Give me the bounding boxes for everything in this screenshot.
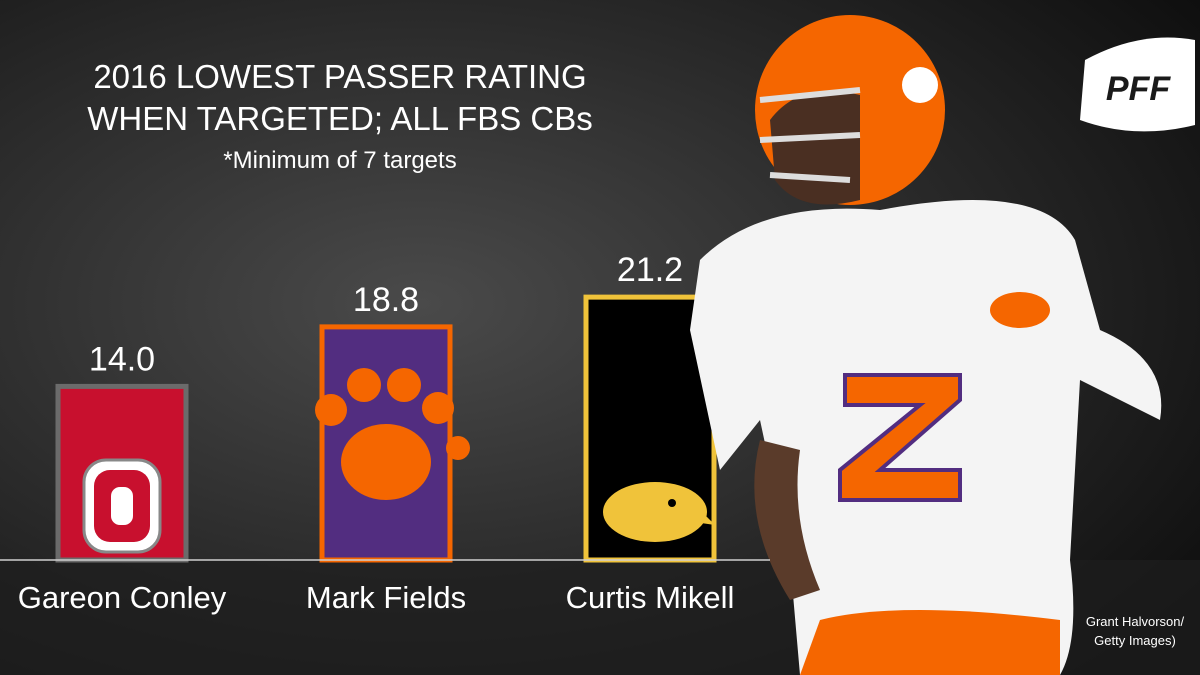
x-tick-label: Mark Fields — [306, 580, 466, 615]
value-label: 14.0 — [89, 340, 155, 378]
team-logo — [315, 394, 347, 426]
logo: PFF — [1080, 37, 1195, 132]
player-photo — [690, 15, 1162, 675]
value-label: 18.8 — [353, 281, 419, 319]
team-logo — [422, 392, 454, 424]
team-logo — [603, 482, 707, 542]
team-logo — [111, 487, 133, 525]
logo-text: PFF — [1106, 70, 1171, 108]
team-logo — [347, 368, 381, 402]
x-tick-label: Gareon Conley — [18, 580, 227, 615]
chart-title: WHEN TARGETED; ALL FBS CBs — [87, 100, 593, 137]
photo-credit: Grant Halvorson/ — [1086, 614, 1185, 629]
value-label: 21.2 — [617, 251, 683, 289]
chart-subtitle: *Minimum of 7 targets — [223, 147, 456, 174]
team-logo — [668, 499, 676, 507]
x-tick-label: Curtis Mikell — [566, 580, 735, 615]
photo-credit: Getty Images) — [1094, 633, 1176, 648]
team-logo — [446, 436, 470, 460]
chart-title: 2016 LOWEST PASSER RATING — [93, 58, 586, 95]
team-logo — [341, 424, 431, 500]
team-logo — [680, 500, 715, 525]
team-logo — [387, 368, 421, 402]
